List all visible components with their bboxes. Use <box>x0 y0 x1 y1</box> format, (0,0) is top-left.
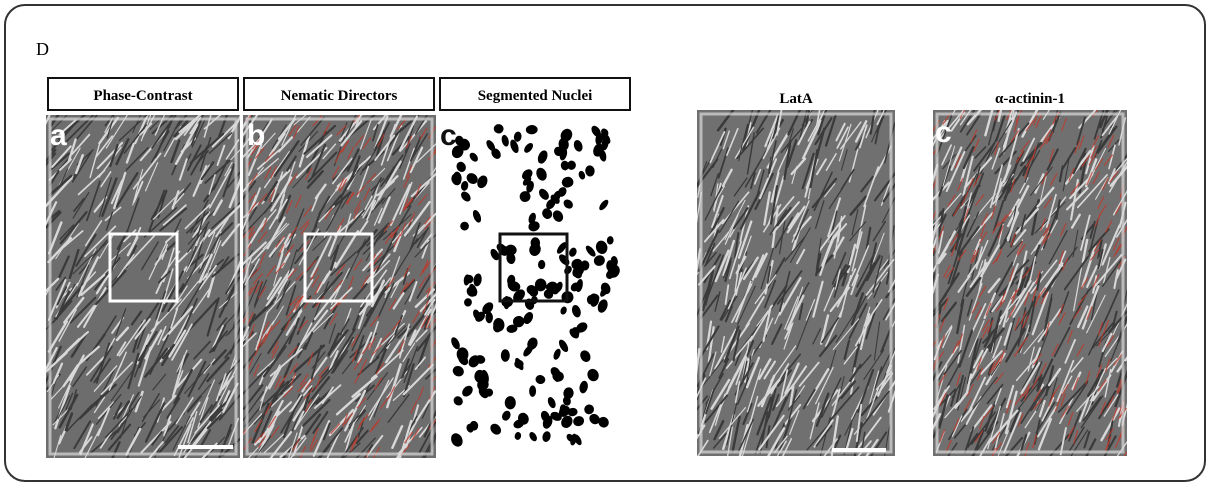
page: {"panel_label": "D", "panels": [ {"title… <box>0 0 1211 487</box>
panel-title: Phase-Contrast <box>93 88 192 104</box>
panel-letter: a <box>50 119 67 152</box>
actinin-image <box>923 88 1136 469</box>
body: D Phase-Contrast Nematic Directors Segme… <box>0 0 1211 487</box>
lata-image <box>689 95 901 469</box>
panel-letter: c <box>935 116 952 149</box>
panel-title: Segmented Nuclei <box>478 88 593 104</box>
figure: D Phase-Contrast Nematic Directors Segme… <box>0 0 1211 487</box>
panel-label: D <box>36 39 49 59</box>
phase-image <box>35 97 252 471</box>
nematic-image <box>230 100 448 472</box>
panel-title: LatA <box>779 91 813 107</box>
panel-title: α-actinin-1 <box>995 91 1065 107</box>
panel-title: Nematic Directors <box>281 88 398 104</box>
panel-letter: c <box>440 119 457 152</box>
panel-letter: b <box>247 119 265 152</box>
